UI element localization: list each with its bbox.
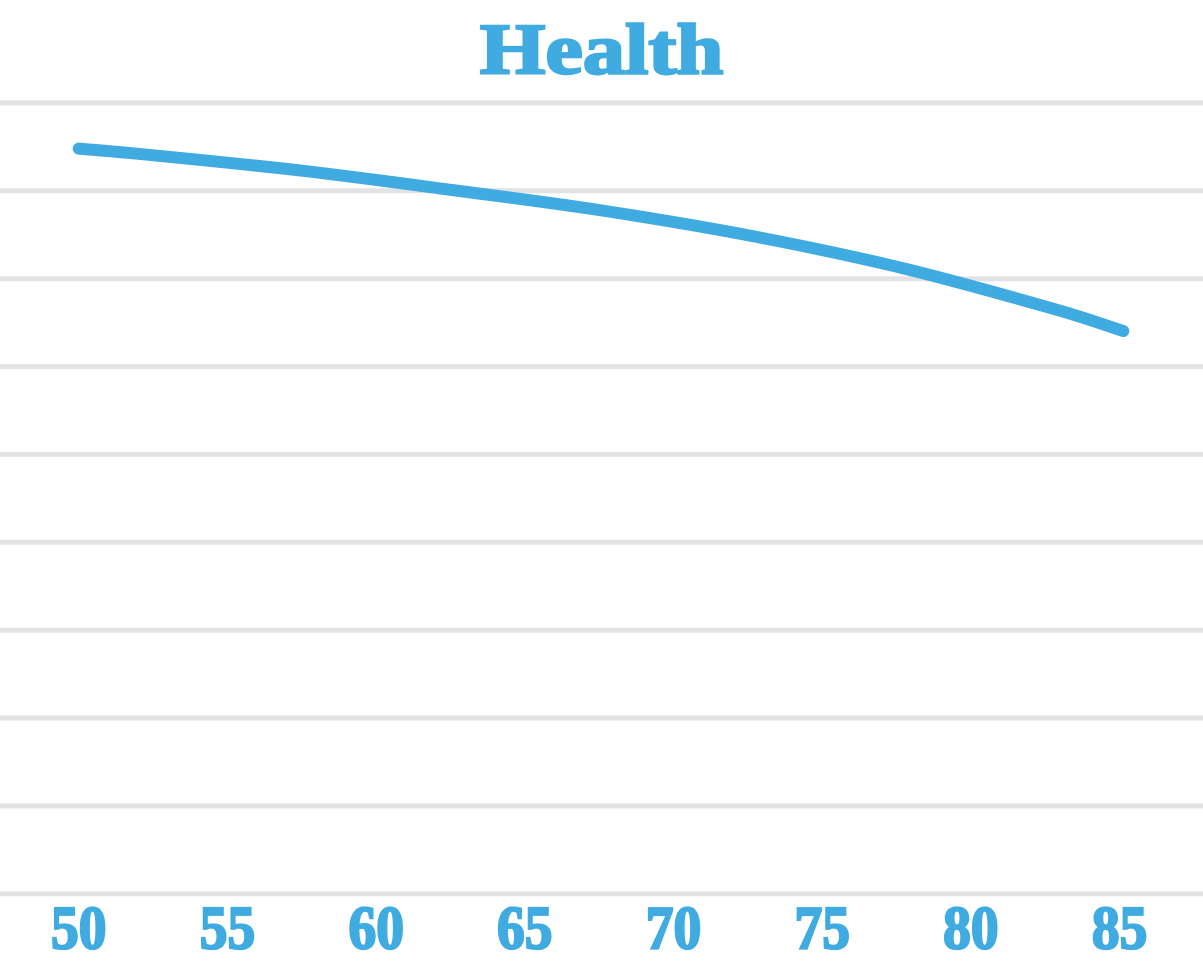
svg-text:80: 80: [943, 896, 999, 963]
svg-text:55: 55: [200, 896, 256, 963]
svg-text:65: 65: [497, 896, 553, 963]
svg-text:85: 85: [1092, 896, 1148, 963]
svg-text:50: 50: [51, 896, 107, 963]
svg-text:Health: Health: [480, 10, 724, 89]
svg-text:70: 70: [646, 896, 702, 963]
svg-text:60: 60: [348, 896, 404, 963]
svg-text:75: 75: [794, 896, 850, 963]
